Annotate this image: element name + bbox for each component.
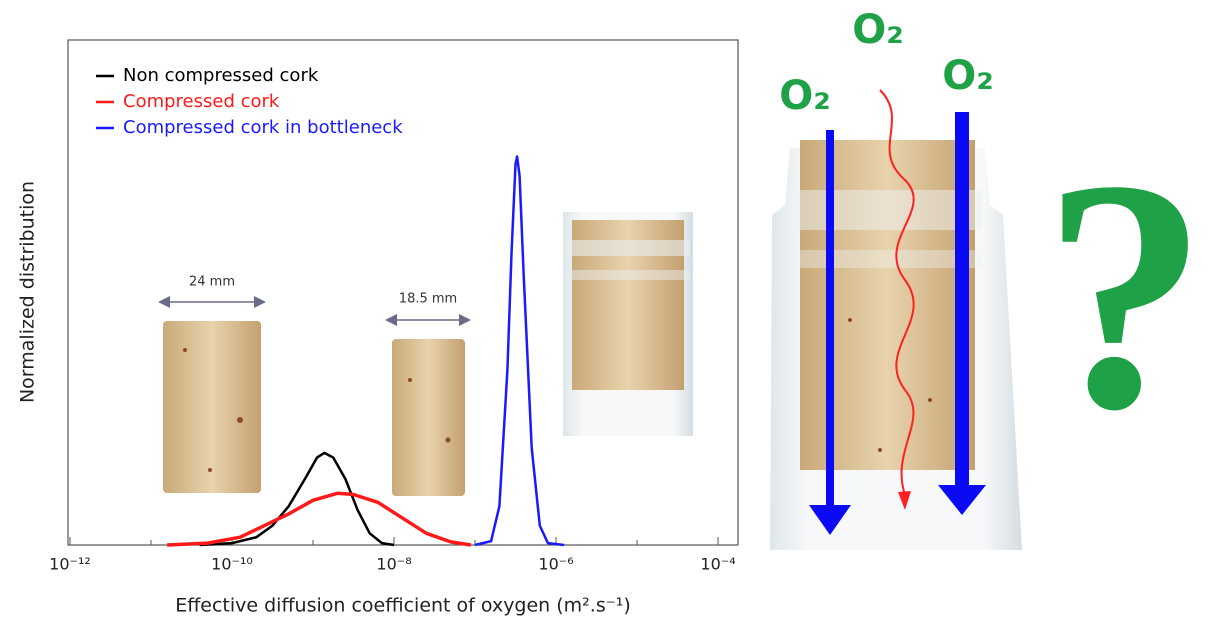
x-tick-label: 10⁻¹² [49,555,91,574]
x-tick-label: 10⁻⁴ [700,555,735,574]
cork-compressed [392,339,465,496]
series-line [167,493,471,545]
figure: Effective diffusion coefficient of oxyge… [0,0,1219,625]
legend-label: Compressed cork [123,91,280,112]
oxygen-label: O₂ [779,73,831,119]
annotation: 24 mm [189,275,235,290]
x-tick-label: 10⁻⁸ [376,555,411,574]
bottle-thumbnail [563,212,693,436]
legend-label: Compressed cork in bottleneck [123,117,403,138]
series-line [475,157,564,546]
y-axis-label: Normalized distribution [17,181,39,403]
x-tick-label: 10⁻¹⁰ [211,555,253,574]
oxygen-label: O₂ [942,53,994,99]
annotation: 18.5 mm [399,292,457,307]
cork-uncompressed [163,321,261,493]
oxygen-label: O₂ [852,7,904,53]
x-axis-label: Effective diffusion coefficient of oxyge… [175,595,631,617]
bottleneck [770,140,1022,550]
legend-label: Non compressed cork [123,65,319,86]
x-tick-label: 10⁻⁶ [538,555,573,574]
question-mark: ? [1043,113,1208,478]
